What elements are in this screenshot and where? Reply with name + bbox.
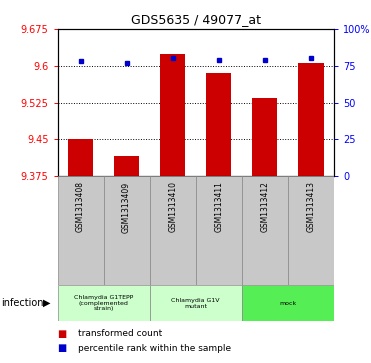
Text: Chlamydia G1TEPP
(complemented
strain): Chlamydia G1TEPP (complemented strain) xyxy=(74,295,133,311)
Bar xyxy=(104,176,150,285)
Bar xyxy=(206,73,232,176)
Bar xyxy=(196,176,242,285)
Bar xyxy=(298,63,324,176)
Bar xyxy=(68,139,93,176)
Bar xyxy=(114,156,139,176)
Text: GSM1313412: GSM1313412 xyxy=(260,182,269,232)
Text: ■: ■ xyxy=(58,329,67,339)
Text: GSM1313411: GSM1313411 xyxy=(214,182,223,232)
Bar xyxy=(150,285,242,321)
Bar xyxy=(58,285,150,321)
Bar xyxy=(288,176,334,285)
Bar xyxy=(242,176,288,285)
Text: ▶: ▶ xyxy=(43,298,50,308)
Bar xyxy=(242,285,334,321)
Text: GSM1313410: GSM1313410 xyxy=(168,182,177,232)
Text: GSM1313409: GSM1313409 xyxy=(122,182,131,233)
Text: infection: infection xyxy=(1,298,43,308)
Text: percentile rank within the sample: percentile rank within the sample xyxy=(78,344,231,353)
Text: Chlamydia G1V
mutant: Chlamydia G1V mutant xyxy=(171,298,220,309)
Text: mock: mock xyxy=(279,301,296,306)
Bar xyxy=(150,176,196,285)
Text: GSM1313413: GSM1313413 xyxy=(306,182,315,232)
Text: ■: ■ xyxy=(58,343,67,354)
Text: GSM1313408: GSM1313408 xyxy=(76,182,85,232)
Title: GDS5635 / 49077_at: GDS5635 / 49077_at xyxy=(131,13,261,26)
Bar xyxy=(58,176,104,285)
Text: transformed count: transformed count xyxy=(78,330,162,338)
Bar xyxy=(160,53,186,176)
Bar xyxy=(252,98,278,176)
